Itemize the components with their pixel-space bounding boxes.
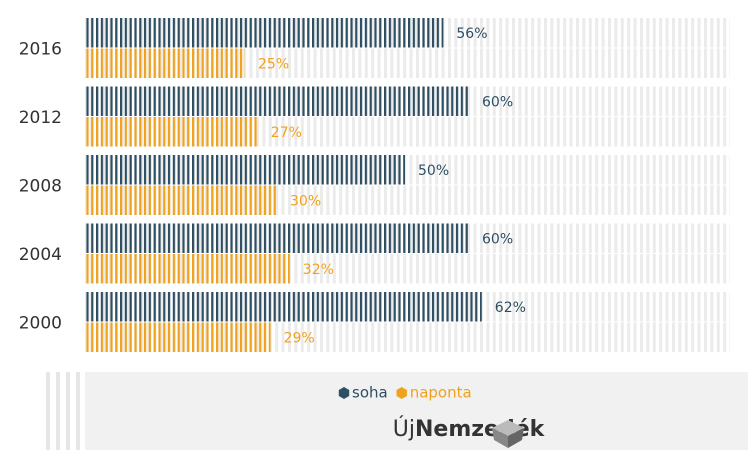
legend-item: soha bbox=[338, 384, 388, 402]
y-tick-label: 2016 bbox=[19, 40, 62, 60]
y-tick-label: 2012 bbox=[19, 108, 62, 128]
logo-name: Nemzedék bbox=[415, 417, 546, 442]
value-label: 62% bbox=[495, 300, 526, 316]
footer-stripes bbox=[46, 372, 80, 450]
bar bbox=[85, 185, 277, 215]
bar bbox=[85, 292, 482, 322]
legend-item: naponta bbox=[396, 384, 472, 402]
value-label: 29% bbox=[284, 331, 315, 347]
value-label: 60% bbox=[482, 95, 513, 111]
bar bbox=[85, 254, 290, 284]
y-tick-label: 2000 bbox=[19, 314, 62, 334]
bar bbox=[85, 86, 469, 116]
legend-label: naponta bbox=[410, 384, 472, 402]
bar bbox=[85, 322, 271, 352]
logo-prefix: Új bbox=[393, 416, 415, 442]
bar bbox=[85, 48, 245, 78]
value-label: 25% bbox=[258, 57, 289, 73]
bar bbox=[85, 18, 444, 48]
bar bbox=[85, 223, 469, 253]
value-label: 32% bbox=[303, 262, 334, 278]
legend-marker bbox=[338, 387, 350, 399]
value-label: 50% bbox=[418, 163, 449, 179]
logo-icon bbox=[492, 420, 524, 448]
legend-marker bbox=[396, 387, 407, 399]
y-tick-label: 2008 bbox=[19, 177, 62, 197]
value-label: 56% bbox=[456, 26, 487, 42]
bar bbox=[85, 155, 405, 185]
footer-box bbox=[85, 372, 748, 450]
value-label: 27% bbox=[271, 125, 302, 141]
legend-label: soha bbox=[352, 384, 388, 402]
bar bbox=[85, 117, 258, 147]
value-label: 60% bbox=[482, 232, 513, 248]
value-label: 30% bbox=[290, 194, 321, 210]
y-tick-label: 2004 bbox=[19, 245, 62, 265]
